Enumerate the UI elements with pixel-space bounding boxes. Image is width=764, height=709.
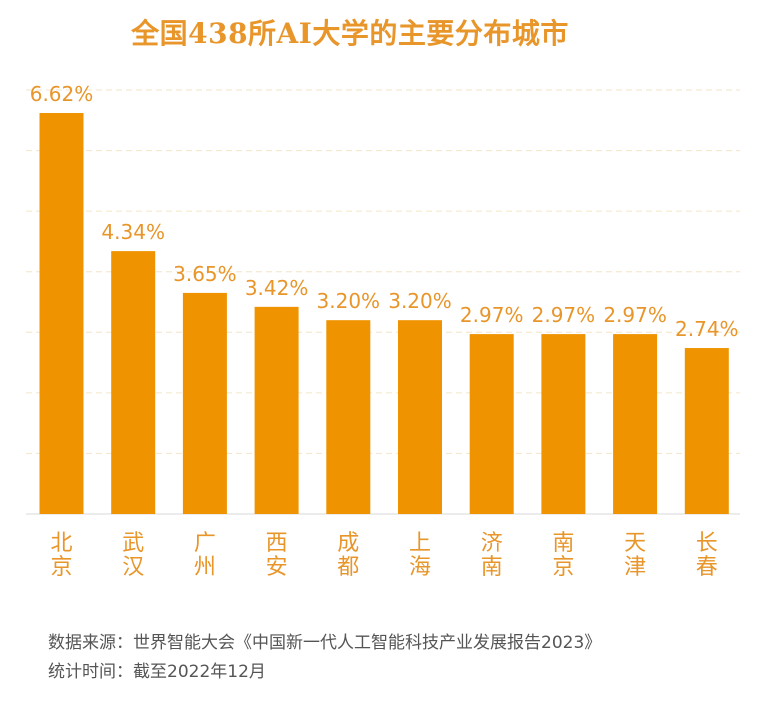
category-label: 京 [50, 555, 72, 580]
bar-10 [684, 348, 729, 514]
category-label: 广 [194, 531, 216, 556]
bar-5 [326, 320, 371, 514]
bars [39, 113, 729, 514]
bar-1 [39, 113, 84, 514]
bar-2 [111, 251, 156, 514]
category-label: 上 [409, 531, 431, 556]
bar-chart: 6.62% 4.34% 3.65% 3.42% 3.20% 3.20% 2.97% 2.97%… [26, 82, 740, 580]
category-label: 天 [624, 531, 646, 556]
bar-8 [541, 334, 586, 514]
bar-3 [182, 292, 227, 514]
value-label: 2.97% [460, 303, 524, 327]
category-label: 武 [122, 531, 144, 556]
category-label: 海 [409, 555, 431, 580]
value-label: 4.34% [101, 220, 165, 244]
bar-7 [469, 334, 514, 514]
category-label: 春 [696, 555, 718, 580]
chart-title: 全国438所AI大学的主要分布城市 [131, 17, 569, 50]
value-label: 2.97% [532, 303, 596, 327]
data-source-note: 数据来源：世界智能大会《中国新一代人工智能科技产业发展报告2023》 [48, 633, 602, 653]
category-label: 长 [696, 531, 718, 556]
bar-9 [613, 334, 658, 514]
category-label: 津 [624, 555, 646, 580]
value-label: 3.20% [317, 289, 381, 313]
category-label: 安 [266, 555, 288, 580]
category-label: 汉 [122, 555, 144, 580]
category-label: 都 [337, 555, 359, 580]
category-label: 成 [337, 531, 359, 556]
category-label: 南 [481, 555, 503, 580]
category-label: 南 [552, 531, 574, 556]
value-label: 3.65% [173, 262, 237, 286]
category-label: 西 [266, 531, 288, 556]
value-label: 2.97% [603, 303, 667, 327]
category-label: 济 [481, 531, 503, 556]
category-label: 州 [194, 555, 216, 580]
bar-4 [254, 306, 299, 514]
stat-time-note: 统计时间：截至2022年12月 [48, 662, 266, 682]
value-label: 3.42% [245, 276, 309, 300]
value-labels: 6.62% 4.34% 3.65% 3.42% 3.20% 3.20% 2.97% 2.97%… [30, 82, 739, 341]
value-label: 3.20% [388, 289, 452, 313]
bar-6 [398, 320, 442, 514]
category-label: 北 [50, 531, 72, 556]
value-label: 2.74% [675, 317, 739, 341]
value-label: 6.62% [30, 82, 94, 106]
category-label: 京 [552, 555, 574, 580]
